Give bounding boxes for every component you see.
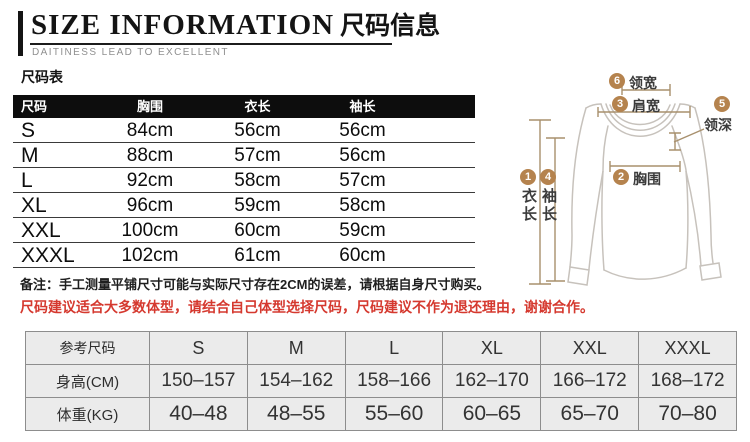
sleeve-length-badge: 4 [540,169,556,185]
table-row: XL 96cm 59cm 58cm [13,193,475,218]
size-cell: M [21,143,39,167]
measurement-lines [529,84,705,285]
table-row: XXXL 102cm 61cm 60cm [13,243,475,268]
page-title-chinese: 尺码信息 [340,12,441,40]
ref-height-cell: 154–162 [246,364,346,398]
column-header-size: 尺码 [21,99,48,114]
page-title: SIZE INFORMATION 尺码信息 [31,6,440,42]
ref-weight-cell: 70–80 [638,397,737,431]
ref-weight-cell: 55–60 [344,397,444,431]
ref-label-cell: 身高(CM) [25,364,150,398]
table-row: 体重(KG) 40–48 48–55 55–60 60–65 65–70 70–… [25,397,737,431]
length-cell: 60cm [234,219,281,241]
collar-depth-badge: 5 [714,96,730,112]
chest-cell: 100cm [121,219,179,241]
table-row: XXL 100cm 60cm 59cm [13,218,475,243]
garment-length-label: 衣长 [520,188,537,224]
size-table-header-row: 尺码 胸围 衣长 袖长 [13,95,475,118]
length-cell: 58cm [234,169,281,191]
header-accent-bar [18,11,23,56]
size-cell: L [21,168,33,192]
table-row: S 84cm 56cm 56cm [13,118,475,143]
ref-size-cell: M [246,331,346,365]
page-title-english: SIZE INFORMATION [31,9,335,41]
ref-weight-cell: 48–55 [246,397,346,431]
chest-badge: 2 [613,169,629,185]
table-row: 参考尺码 S M L XL XXL XXXL [25,331,737,365]
sleeve-cell: 58cm [339,194,386,216]
header-underline [30,43,392,45]
warning-note: 尺码建议适合大多数体型，请结合自己体型选择尺码，尺码建议不作为退还理由，谢谢合作… [20,299,594,315]
sweater-outline [567,103,722,286]
ref-size-cell: XXXL [638,331,737,365]
size-cell: XXXL [21,243,75,267]
ref-height-cell: 150–157 [149,364,248,398]
ref-height-cell: 168–172 [638,364,737,398]
ref-height-cell: 158–166 [344,364,444,398]
collar-width-label: 领宽 [629,75,657,91]
collar-width-badge: 6 [609,73,625,89]
ref-weight-cell: 40–48 [149,397,248,431]
ref-weight-cell: 65–70 [540,397,640,431]
ref-label-cell: 体重(KG) [25,397,150,431]
chest-cell: 102cm [121,244,179,266]
ref-size-cell: S [149,331,248,365]
sleeve-cell: 60cm [339,244,386,266]
page-subtitle: DAITINESS LEAD TO EXCELLENT [32,47,229,58]
chest-cell: 84cm [126,119,174,141]
length-cell: 57cm [234,144,281,166]
chest-cell: 96cm [126,194,174,216]
collar-depth-label: 领深 [704,117,732,133]
sleeve-length-label: 袖长 [540,188,557,224]
size-table: 尺码 胸围 衣长 袖长 S 84cm 56cm 56cm M 88cm 57cm… [13,95,475,268]
shoulder-width-badge: 3 [612,96,628,112]
ref-weight-cell: 60–65 [442,397,542,431]
size-cell: S [21,118,36,142]
length-cell: 59cm [234,194,281,216]
size-table-caption: 尺码表 [21,69,63,85]
sleeve-cell: 56cm [339,144,386,166]
chest-cell: 88cm [126,144,174,166]
sleeve-cell: 57cm [339,169,386,191]
table-row: 身高(CM) 150–157 154–162 158–166 162–170 1… [25,364,737,398]
column-header-length: 衣长 [244,99,271,114]
table-row: M 88cm 57cm 56cm [13,143,475,168]
table-row: L 92cm 58cm 57cm [13,168,475,193]
sleeve-cell: 56cm [339,119,386,141]
shoulder-width-label: 肩宽 [632,98,660,114]
ref-size-cell: XL [442,331,542,365]
size-cell: XL [21,193,47,217]
ref-height-cell: 162–170 [442,364,542,398]
ref-size-cell: XXL [540,331,640,365]
chest-cell: 92cm [126,169,174,191]
ref-label-cell: 参考尺码 [25,331,150,365]
reference-table: 参考尺码 S M L XL XXL XXXL 身高(CM) 150–157 15… [25,331,737,431]
ref-height-cell: 166–172 [540,364,640,398]
ref-size-cell: L [344,331,444,365]
sleeve-cell: 59cm [339,219,386,241]
column-header-sleeve: 袖长 [349,99,376,114]
column-header-chest: 胸围 [136,99,163,114]
remark-note: 备注：手工测量平铺尺寸可能与实际尺寸存在2CM的误差，请根据自身尺寸购买。 [20,277,490,292]
garment-length-badge: 1 [520,169,536,185]
length-cell: 56cm [234,119,281,141]
chest-label: 胸围 [633,171,661,187]
size-cell: XXL [21,218,61,242]
garment-diagram [529,84,722,286]
length-cell: 61cm [234,244,281,266]
